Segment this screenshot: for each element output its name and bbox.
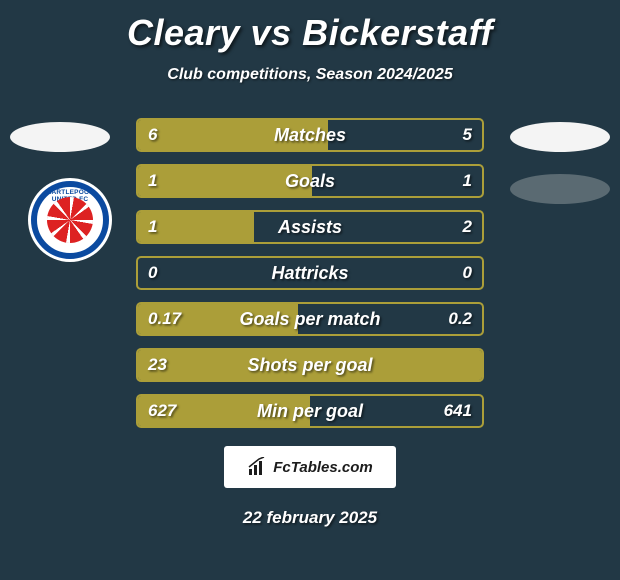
branding-box: FcTables.com: [224, 446, 396, 488]
stat-row: 11Goals: [136, 164, 484, 198]
page-title: Cleary vs Bickerstaff: [0, 0, 620, 54]
bar-chart-icon: [247, 457, 267, 477]
stat-row: 12Assists: [136, 210, 484, 244]
page-subtitle: Club competitions, Season 2024/2025: [0, 66, 620, 84]
stat-row: 23Shots per goal: [136, 348, 484, 382]
stat-row: 65Matches: [136, 118, 484, 152]
stat-row: 00Hattricks: [136, 256, 484, 290]
stat-label: Goals per match: [136, 302, 484, 336]
date-label: 22 february 2025: [0, 508, 620, 528]
stat-label: Min per goal: [136, 394, 484, 428]
stat-row: 627641Min per goal: [136, 394, 484, 428]
stat-label: Shots per goal: [136, 348, 484, 382]
stats-comparison: 65Matches 11Goals 12Assists 00Hattricks 0.17…: [0, 118, 620, 428]
stat-label: Hattricks: [136, 256, 484, 290]
stat-label: Assists: [136, 210, 484, 244]
brand-label: FcTables.com: [273, 459, 372, 476]
stat-label: Matches: [136, 118, 484, 152]
stat-row: 0.170.2Goals per match: [136, 302, 484, 336]
stat-label: Goals: [136, 164, 484, 198]
